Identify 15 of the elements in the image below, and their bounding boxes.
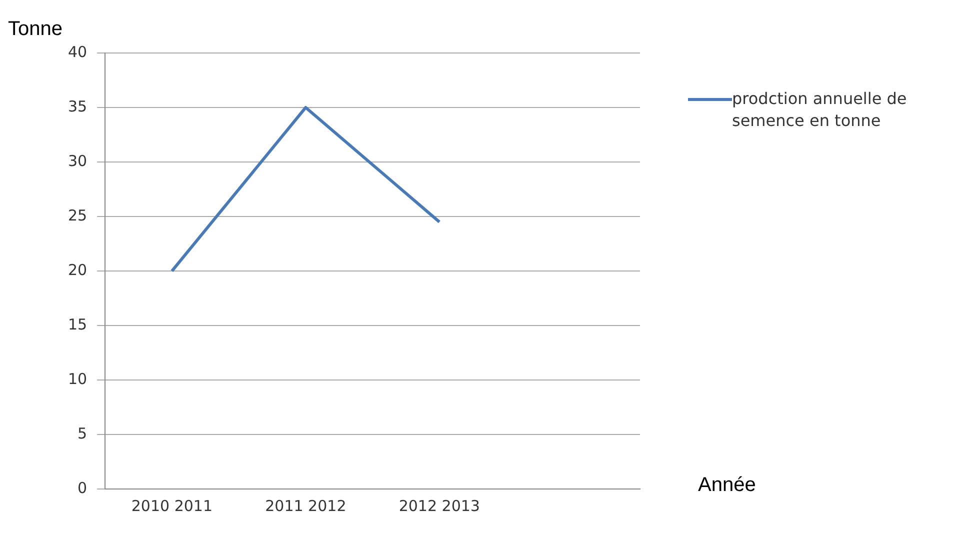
y-axis-title: Tonne [8, 18, 62, 41]
y-tick-label: 10 [68, 370, 88, 388]
legend-label: prodction annuelle de semence en tonne [732, 88, 908, 132]
y-tick-label: 25 [68, 206, 88, 224]
y-tick-label: 0 [78, 478, 88, 497]
y-tick-label: 40 [68, 42, 88, 61]
y-tick-label: 35 [68, 97, 88, 116]
x-tick-label: 2011 2012 [265, 496, 346, 515]
x-tick-label: 2010 2011 [131, 496, 213, 515]
y-tick-label: 20 [68, 260, 88, 279]
y-tick-label: 30 [68, 152, 88, 170]
y-tick-label: 5 [78, 424, 88, 442]
x-axis-title: Année [698, 474, 756, 497]
x-tick-label: 2012 2013 [398, 496, 480, 515]
y-tick-label: 15 [68, 315, 88, 334]
